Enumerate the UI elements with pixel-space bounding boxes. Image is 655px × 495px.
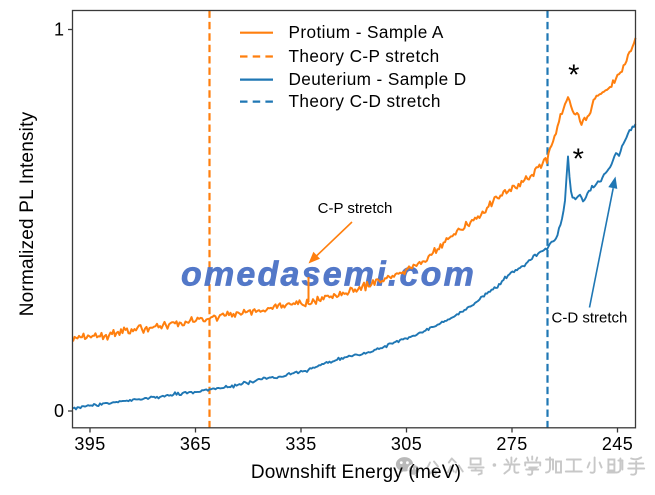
svg-text:*: * (573, 144, 584, 176)
svg-text:Deuterium - Sample D: Deuterium - Sample D (289, 69, 467, 89)
svg-text:395: 395 (74, 434, 105, 454)
svg-text:245: 245 (602, 434, 633, 454)
svg-text:1: 1 (54, 20, 64, 40)
svg-text:275: 275 (496, 434, 527, 454)
svg-text:C-D stretch: C-D stretch (552, 310, 628, 327)
svg-text:335: 335 (285, 434, 316, 454)
svg-text:Normalized PL Intensity: Normalized PL Intensity (17, 111, 38, 316)
svg-text:C-P stretch: C-P stretch (318, 200, 393, 217)
svg-text:Downshift Energy (meV): Downshift Energy (meV) (251, 462, 461, 483)
svg-text:0: 0 (54, 401, 64, 421)
svg-text:*: * (568, 60, 579, 92)
svg-text:omedasemi.com: omedasemi.com (181, 256, 476, 294)
svg-text:305: 305 (391, 434, 422, 454)
svg-text:Theory C-P stretch: Theory C-P stretch (289, 46, 440, 66)
svg-text:365: 365 (180, 434, 211, 454)
svg-text:Protium - Sample A: Protium - Sample A (289, 22, 444, 42)
svg-text:Theory C-D stretch: Theory C-D stretch (289, 91, 441, 111)
